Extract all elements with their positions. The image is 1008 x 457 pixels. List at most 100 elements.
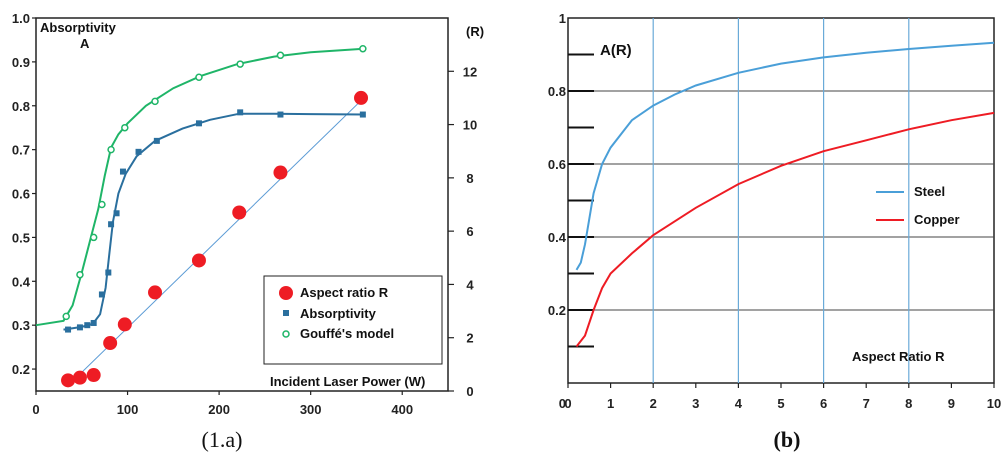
y-tick-label: 0.4 [548,230,567,245]
annotation-line-1: Absorptivity [40,20,117,35]
data-point-gouffe [276,51,285,60]
data-point-gouffe [121,123,129,132]
x-tick-label: 300 [300,402,322,417]
data-point-absorptivity [90,319,97,326]
annotation-line-2: A [80,36,90,51]
y-tick-label: 0.4 [12,274,31,289]
series-line-steel [575,41,995,271]
x-tick-label: 10 [987,396,1001,411]
data-point-gouffe [151,97,159,106]
x-tick-label: 6 [820,396,827,411]
data-point-aspect-ratio [117,317,132,332]
data-point-absorptivity [277,111,284,118]
annotation-absorptivity: Absorptivity A [40,20,119,51]
plot-area-frame-b [567,17,995,384]
y2-tick-label: 10 [463,118,477,133]
legend-label-aspect: Aspect ratio R [300,285,389,300]
x-tick-label: 9 [948,396,955,411]
y-tick-label: 0.8 [12,99,30,114]
caption-a: (1.a) [202,427,243,452]
data-point-gouffe [89,233,98,242]
data-point-aspect-ratio [148,285,163,300]
data-point-absorptivity [108,221,115,228]
y-tick-label: 0.3 [12,318,30,333]
x-tick-label: 0 [564,396,571,411]
data-point-aspect-ratio [86,368,101,383]
right-axis-label: (R) [466,24,484,39]
legend-marker-gouffe [282,330,290,338]
legend-marker-aspect [279,286,293,300]
legend-label-absorptivity: Absorptivity [300,306,377,321]
x-tick-label: 1 [607,396,614,411]
legend-marker-absorptivity [283,310,289,316]
y-tick-label: 1.0 [12,11,30,26]
y-axis-label-b: A(R) [600,42,632,59]
y-tick-label: 0.6 [548,157,566,172]
data-point-gouffe [359,44,367,53]
y-tick-label: 0.6 [12,187,30,202]
legend-label-gouffe: Gouffé's model [300,326,394,341]
data-point-aspect-ratio [232,205,247,220]
x-tick-label: 100 [117,402,139,417]
data-point-absorptivity [65,326,72,333]
series-line-copper [575,111,995,348]
data-point-absorptivity [105,269,112,276]
legend-box [263,275,443,365]
y-tick-label: 1 [559,11,566,26]
data-point-aspect-ratio [191,253,206,268]
data-point-absorptivity [119,168,126,175]
y2-tick-label: 8 [466,171,473,186]
x-tick-label: 3 [692,396,699,411]
data-point-gouffe [107,145,115,154]
legend-label-steel: Steel [914,184,945,199]
y-tick-label: 0.2 [12,362,30,377]
data-point-absorptivity [135,148,142,155]
data-point-aspect-ratio [103,336,118,351]
y-tick-label: 0.7 [12,143,30,158]
x-tick-label: 4 [735,396,743,411]
data-point-absorptivity [98,291,105,298]
data-point-absorptivity [76,324,83,331]
y-tick-label: 0.8 [548,84,566,99]
legend-label-copper: Copper [914,212,960,227]
caption-b: (b) [774,427,801,452]
y2-tick-label: 4 [466,277,474,292]
y2-tick-label: 6 [466,224,473,239]
x-tick-label: 2 [650,396,657,411]
x-tick-label: 0 [32,402,39,417]
x-tick-label: 400 [391,402,413,417]
data-point-gouffe [62,312,70,321]
plot-area-frame [35,17,449,392]
data-point-absorptivity [113,210,120,217]
y2-tick-label: 2 [466,331,473,346]
x-axis-label-b: Aspect Ratio R [852,349,945,364]
data-point-gouffe [98,200,106,209]
data-point-absorptivity [359,111,366,118]
x-tick-label: 200 [208,402,230,417]
data-point-aspect-ratio [72,370,87,385]
data-point-gouffe [195,73,203,81]
chart-panel-a: 0 100 200 300 4000.20.30.40.50.60.70.80.91.0… [12,11,484,452]
x-tick-label: 5 [777,396,784,411]
y-tick-label: 0.2 [548,303,566,318]
data-point-absorptivity [195,120,202,127]
data-point-absorptivity [84,322,91,329]
origin-label: 0 [559,396,566,411]
y-tick-label: 0.5 [12,230,30,245]
data-point-aspect-ratio [61,373,76,388]
x-axis-label: Incident Laser Power (W) [270,374,425,389]
legend-b: Steel Copper [876,184,960,227]
data-point-absorptivity [237,109,244,116]
data-point-aspect-ratio [273,165,288,180]
y2-tick-label: 0 [466,384,473,399]
chart-panel-b: 0 1 2 3 4 5 6 7 8 9 100.20.40.60.810 A(R) Aspect R… [548,11,1001,452]
data-point-aspect-ratio [354,90,369,105]
series-line-gouffe [35,47,364,327]
y-tick-label: 0.9 [12,55,30,70]
legend-a: Aspect ratio R Absorptivity Gouffé's mod… [263,275,443,365]
data-point-absorptivity [153,137,160,144]
data-point-gouffe [236,60,244,68]
y2-tick-label: 12 [463,64,477,79]
data-point-gouffe [76,270,84,279]
